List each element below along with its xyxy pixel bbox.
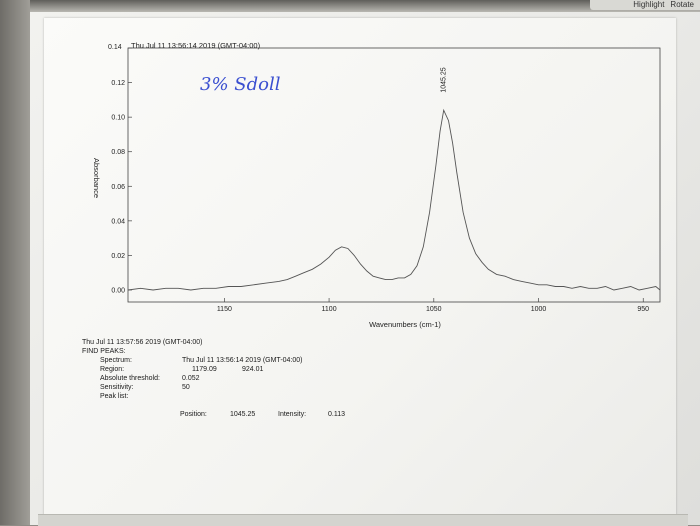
y-tick-label: 0.00 [111,288,125,295]
chart-header: Thu Jul 11 13:56:14 2019 (GMT-04:00) [131,41,261,50]
x-tick-label: 1150 [217,306,232,313]
y-tick-label: 0.12 [111,80,125,87]
threshold-value: 0.052 [182,375,200,382]
x-tick-label: 950 [637,306,649,313]
position-label: Position: [180,411,207,418]
threshold-label: Absolute threshold: [100,375,160,382]
x-tick-label: 1100 [322,306,337,313]
y-tick-label: 0.10 [111,115,125,122]
monitor-bezel [0,0,700,12]
y-axis-label: Absorbance [92,158,101,198]
y-tick-label: 0.06 [111,184,125,191]
plot-frame [127,47,661,303]
region-end: 924.01 [242,366,264,373]
y-tick-label: 0.02 [111,253,125,260]
x-axis-ticks: 1150 1100 1050 1000 950 [217,298,649,313]
intensity-value: 0.113 [328,411,345,418]
y-tick-label: 0.08 [111,149,125,156]
find-peaks-report: Thu Jul 11 13:57:56 2019 (GMT-04:00) FIN… [82,339,412,449]
report-command: FIND PEAKS: [82,348,126,355]
region-start: 1179.09 [192,366,217,373]
report-page [44,18,676,516]
peak-label: 1045.25 [441,67,448,92]
spectrum-value: Thu Jul 11 13:56:14 2019 (GMT-04:00) [182,357,303,364]
screen-edge [0,0,30,525]
region-label: Region: [100,366,125,373]
x-axis-label: Wavenumbers (cm-1) [369,320,441,329]
toolbar: Highlight Rotate [590,0,700,10]
spectrum-series-line [127,108,661,291]
rotate-button[interactable]: Rotate [670,0,694,9]
sensitivity-value: 50 [182,384,190,391]
y-tick-label: 0.14 [108,44,122,51]
intensity-label: Intensity: [278,411,307,418]
peak-list-label: Peak list: [100,393,129,400]
y-tick-label: 0.04 [111,218,125,225]
handwritten-annotation: 3% Sdoll [200,74,281,95]
bottom-bar [38,514,688,526]
highlight-button[interactable]: Highlight [633,0,665,9]
spectrum-label: Spectrum: [100,357,132,364]
x-tick-label: 1000 [531,306,547,313]
sensitivity-label: Sensitivity: [100,384,134,391]
report-timestamp: Thu Jul 11 13:57:56 2019 (GMT-04:00) [82,339,203,346]
x-tick-label: 1050 [426,306,442,313]
position-value: 1045.25 [230,411,256,418]
y-axis-ticks: 0.12 0.10 0.08 0.06 0.04 0.02 0.00 0.14 [108,44,132,295]
